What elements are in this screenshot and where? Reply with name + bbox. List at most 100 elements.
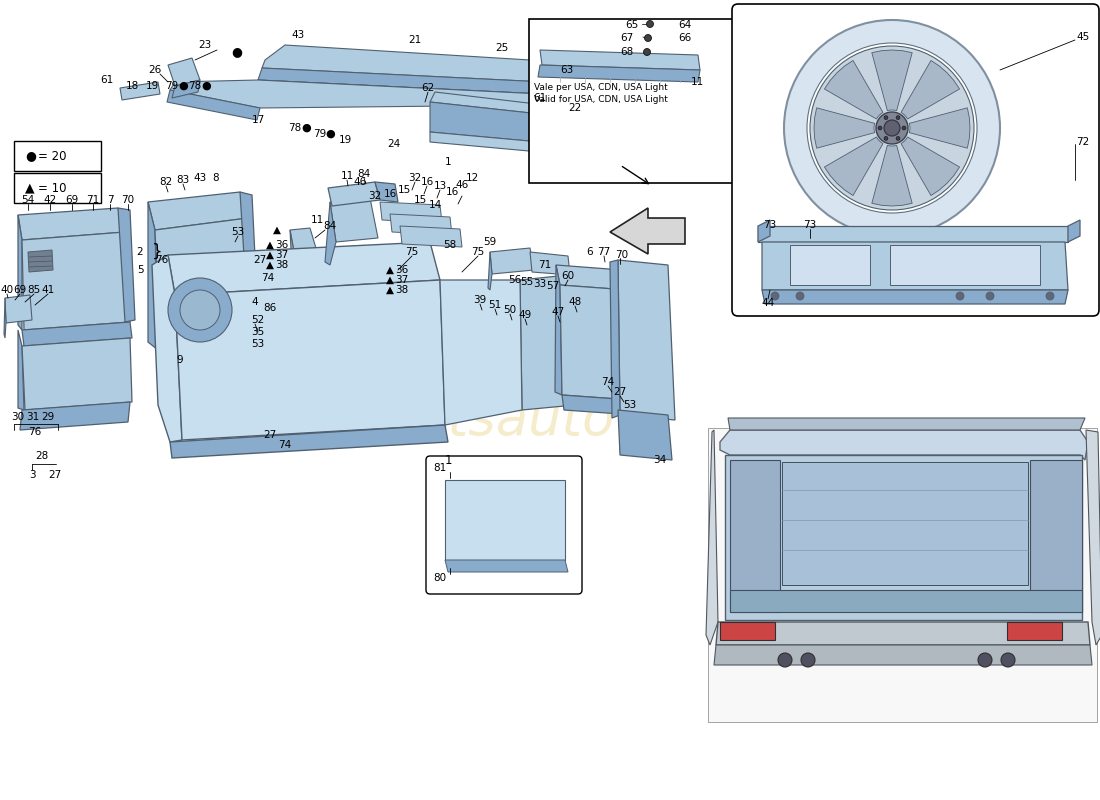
- Text: 16: 16: [446, 187, 459, 197]
- Text: 11: 11: [691, 77, 704, 87]
- Polygon shape: [714, 645, 1092, 665]
- Polygon shape: [540, 110, 565, 142]
- Polygon shape: [538, 65, 700, 82]
- Text: = 10: = 10: [39, 182, 66, 194]
- Text: 19: 19: [145, 81, 158, 91]
- Polygon shape: [706, 430, 718, 645]
- Text: 47: 47: [551, 307, 564, 317]
- Text: 79: 79: [165, 81, 178, 91]
- FancyBboxPatch shape: [14, 141, 101, 171]
- Circle shape: [810, 46, 974, 210]
- Polygon shape: [618, 260, 675, 420]
- Text: 73: 73: [803, 220, 816, 230]
- Text: 75: 75: [406, 247, 419, 257]
- Polygon shape: [490, 248, 534, 274]
- Text: 27: 27: [48, 470, 62, 480]
- Text: 6: 6: [586, 247, 593, 257]
- Text: 67: 67: [620, 33, 634, 43]
- Polygon shape: [262, 45, 556, 82]
- Polygon shape: [556, 265, 562, 395]
- Text: 46: 46: [353, 177, 366, 187]
- Polygon shape: [872, 146, 912, 206]
- Text: 18: 18: [125, 81, 139, 91]
- Bar: [720, 622, 775, 640]
- Text: 71: 71: [538, 260, 551, 270]
- Text: 53: 53: [624, 400, 637, 410]
- Text: 65: 65: [626, 20, 639, 30]
- Text: ●: ●: [301, 123, 311, 133]
- Polygon shape: [758, 220, 770, 242]
- Text: 15: 15: [397, 185, 410, 195]
- Text: 27: 27: [253, 255, 266, 265]
- Polygon shape: [872, 50, 912, 110]
- Text: 63: 63: [560, 65, 573, 75]
- Polygon shape: [610, 260, 620, 418]
- Polygon shape: [290, 252, 320, 265]
- Text: 38: 38: [395, 285, 408, 295]
- Text: 46: 46: [455, 180, 469, 190]
- Text: 69: 69: [13, 285, 26, 295]
- Polygon shape: [167, 90, 260, 120]
- Text: 19: 19: [339, 135, 352, 145]
- Polygon shape: [825, 61, 883, 119]
- Text: 5: 5: [136, 265, 143, 275]
- Polygon shape: [790, 245, 870, 285]
- Text: Valid for USA, CDN, USA Light: Valid for USA, CDN, USA Light: [534, 95, 668, 105]
- Polygon shape: [825, 137, 883, 195]
- Text: 31: 31: [26, 412, 40, 422]
- Text: 42: 42: [43, 195, 56, 205]
- Text: ▲: ▲: [386, 265, 394, 275]
- Text: 48: 48: [569, 297, 582, 307]
- Polygon shape: [446, 480, 565, 560]
- Text: 1: 1: [444, 454, 452, 466]
- Circle shape: [884, 136, 888, 140]
- Text: 27: 27: [263, 430, 276, 440]
- Polygon shape: [148, 192, 248, 230]
- Polygon shape: [782, 462, 1028, 585]
- Circle shape: [807, 43, 977, 213]
- Text: 64: 64: [679, 20, 692, 30]
- Polygon shape: [540, 50, 700, 70]
- Text: 58: 58: [443, 240, 456, 250]
- Text: 77: 77: [597, 247, 611, 257]
- Text: 27: 27: [614, 387, 627, 397]
- Polygon shape: [330, 198, 378, 242]
- Text: 11: 11: [310, 215, 323, 225]
- Text: ●: ●: [178, 81, 188, 91]
- Text: 83: 83: [176, 175, 189, 185]
- Text: 16: 16: [384, 189, 397, 199]
- Polygon shape: [18, 208, 125, 240]
- Polygon shape: [6, 295, 32, 323]
- Circle shape: [180, 290, 220, 330]
- Text: ▲: ▲: [266, 260, 274, 270]
- Polygon shape: [170, 80, 544, 108]
- Text: 72: 72: [1077, 137, 1090, 147]
- Polygon shape: [390, 214, 452, 235]
- Text: 71: 71: [87, 195, 100, 205]
- Text: 13: 13: [433, 181, 447, 191]
- Polygon shape: [324, 202, 336, 265]
- Polygon shape: [430, 132, 540, 152]
- Circle shape: [801, 653, 815, 667]
- Text: 70: 70: [615, 250, 628, 260]
- Circle shape: [956, 292, 964, 300]
- Polygon shape: [18, 330, 24, 410]
- Text: 1: 1: [444, 157, 451, 167]
- Polygon shape: [168, 58, 200, 86]
- Text: 61: 61: [534, 93, 547, 103]
- Text: supersportsauto: supersportsauto: [185, 394, 615, 446]
- Circle shape: [168, 278, 232, 342]
- Text: 78: 78: [188, 81, 201, 91]
- Circle shape: [1046, 292, 1054, 300]
- Text: 53: 53: [252, 339, 265, 349]
- Circle shape: [784, 20, 1000, 236]
- Text: 12: 12: [465, 173, 478, 183]
- Polygon shape: [4, 298, 6, 338]
- FancyBboxPatch shape: [426, 456, 582, 594]
- Text: 54: 54: [21, 195, 34, 205]
- Polygon shape: [290, 230, 298, 270]
- Text: 57: 57: [547, 281, 560, 291]
- Text: 14: 14: [428, 200, 441, 210]
- Polygon shape: [400, 226, 462, 247]
- Text: 32: 32: [368, 191, 382, 201]
